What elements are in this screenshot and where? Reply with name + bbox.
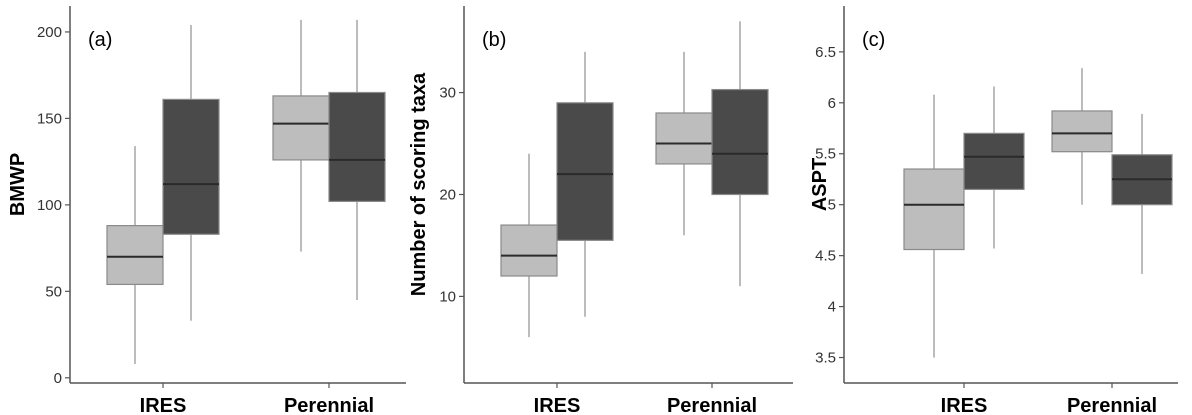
y-axis-title: Number of scoring taxa bbox=[408, 72, 430, 296]
box-iqr bbox=[328, 91, 386, 203]
panel-label: (a) bbox=[88, 29, 112, 51]
y-tick-label: 0 bbox=[54, 370, 62, 387]
y-tick-label: 6.5 bbox=[815, 44, 836, 61]
panel-b: 10 20 30 IRES Perennial Number of scoring tax… bbox=[408, 6, 793, 415]
box-iqr bbox=[106, 225, 164, 286]
y-tick-label: 30 bbox=[439, 85, 456, 102]
box-iqr bbox=[556, 102, 614, 241]
panel-label: (b) bbox=[482, 29, 506, 51]
x-category-label: Perennial bbox=[284, 395, 374, 415]
y-axis-title: ASPT bbox=[809, 158, 831, 211]
y-tick-label: 200 bbox=[37, 24, 62, 41]
y-tick-label: 3.5 bbox=[815, 350, 836, 367]
y-tick-label: 4 bbox=[828, 299, 836, 316]
box-iqr bbox=[903, 168, 965, 251]
y-tick-label: 10 bbox=[439, 288, 456, 305]
y-tick-label: 6 bbox=[828, 95, 836, 112]
box-iqr bbox=[1051, 110, 1113, 153]
x-category-label: Perennial bbox=[667, 395, 757, 415]
y-tick-label: 5 bbox=[828, 197, 836, 214]
x-category-label: IRES bbox=[534, 395, 581, 415]
panel-c: 3.5 4 4.5 5 5.5 6 6.5 IRES Perennial ASPT (c) bbox=[809, 6, 1178, 415]
panel-label: (c) bbox=[862, 29, 885, 51]
x-category-label: IRES bbox=[941, 395, 988, 415]
box-iqr bbox=[162, 98, 220, 235]
box-iqr bbox=[272, 95, 330, 161]
y-axis-title: BMWP bbox=[7, 153, 29, 216]
x-category-label: IRES bbox=[140, 395, 187, 415]
box-iqr bbox=[655, 112, 713, 165]
y-tick-label: 20 bbox=[439, 187, 456, 204]
y-tick-label: 4.5 bbox=[815, 248, 836, 265]
box-iqr bbox=[963, 132, 1025, 191]
box-iqr bbox=[711, 88, 769, 196]
panel-a: 0 50 100 150 200 IRES Perennial BMWP (a) bbox=[7, 6, 406, 415]
y-tick-label: 150 bbox=[37, 110, 62, 127]
y-tick-label: 50 bbox=[45, 283, 62, 300]
box-iqr bbox=[500, 224, 558, 277]
y-tick-label: 100 bbox=[37, 197, 62, 214]
y-tick-label: 5.5 bbox=[815, 146, 836, 163]
x-category-label: Perennial bbox=[1067, 395, 1157, 415]
